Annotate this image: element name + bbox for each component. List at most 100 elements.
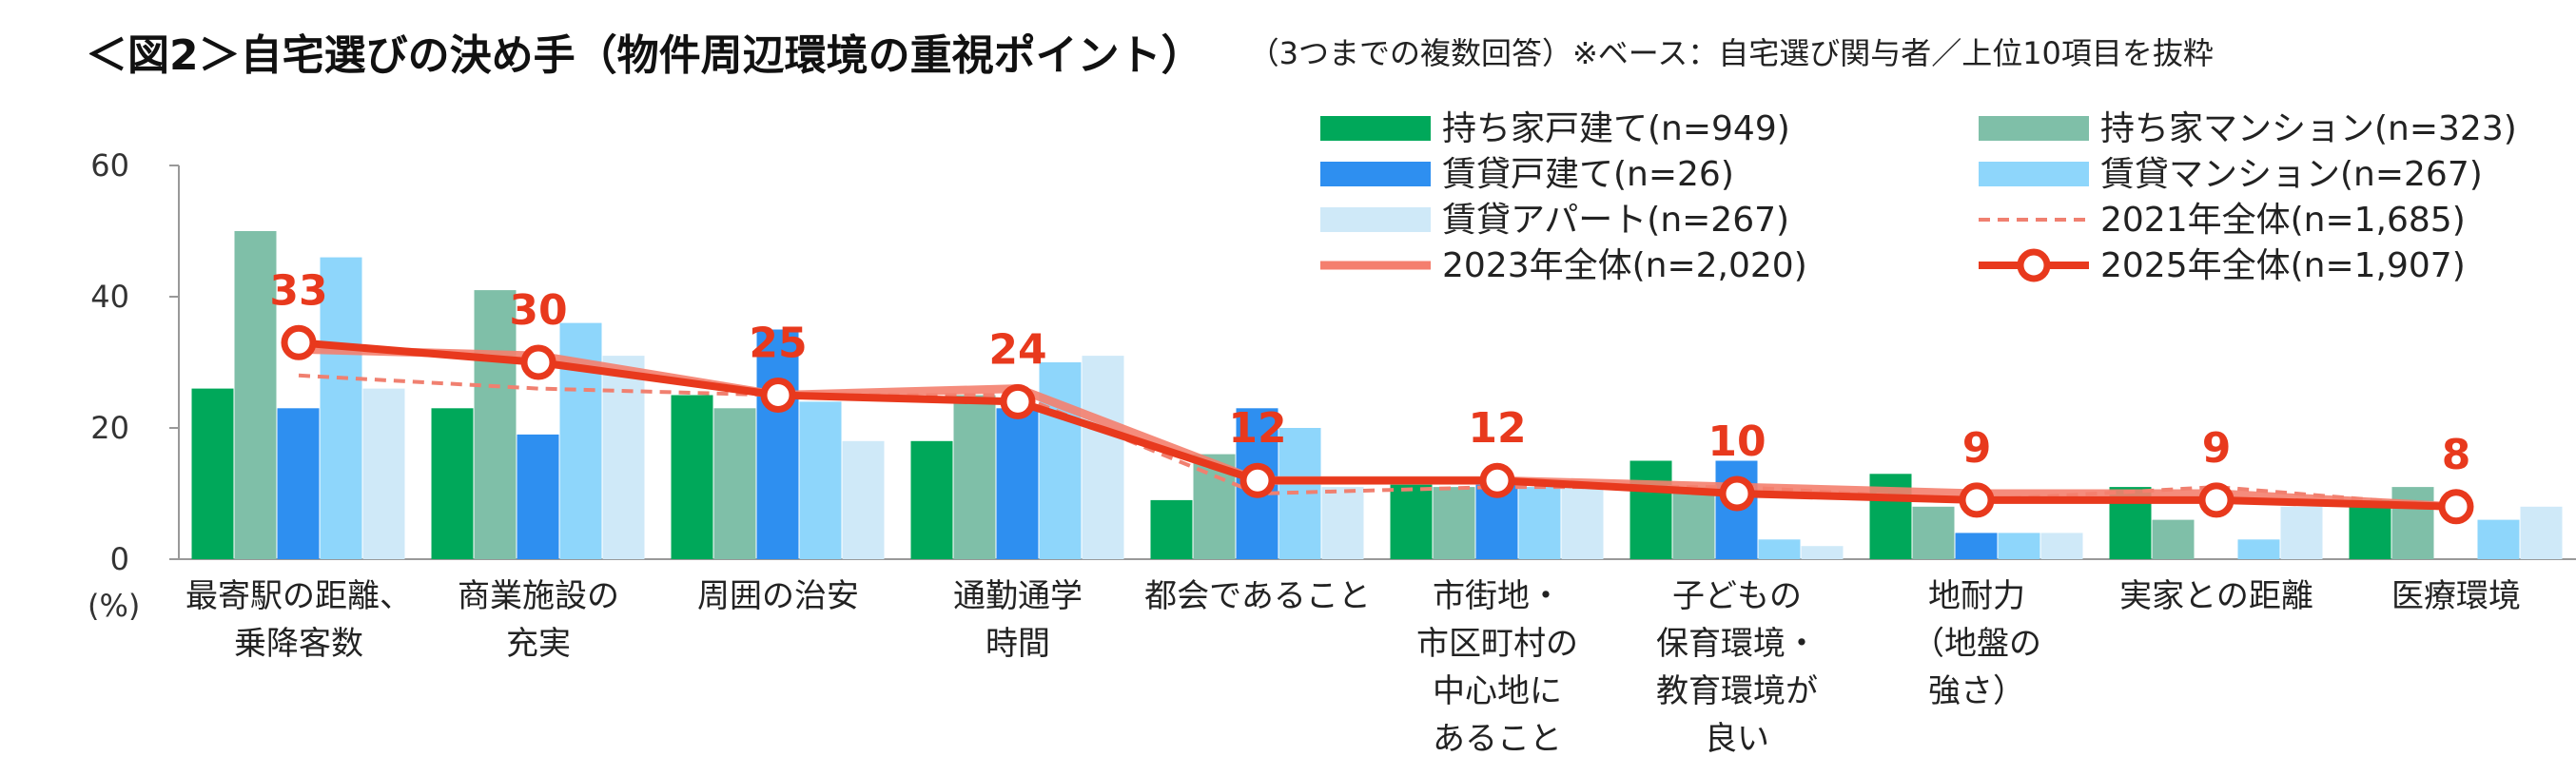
legend-label: 賃貸アパート(n=267) <box>1442 201 1789 240</box>
legend-label: 持ち家マンション(n=323) <box>2100 109 2517 148</box>
category-label-line: （地盤の <box>1912 625 2041 663</box>
bar <box>2520 506 2563 559</box>
line-marker <box>281 324 317 360</box>
legend-swatch <box>1979 162 2089 186</box>
legend-label: 2021年全体(n=1,685) <box>2100 201 2466 240</box>
legend-label: 2025年全体(n=1,907) <box>2100 246 2466 285</box>
bar <box>2040 533 2083 559</box>
line-marker <box>760 378 796 413</box>
legend-label: 賃貸戸建て(n=26) <box>1442 155 1734 194</box>
category-label: 実家との距離 <box>2119 577 2313 615</box>
bar <box>2152 519 2195 559</box>
bar <box>1672 487 1715 559</box>
bar <box>1801 546 1844 559</box>
category-label-line: 充実 <box>506 625 571 663</box>
title-row: ＜図2＞自宅選びの決め手（物件周辺環境の重視ポイント） （3つまでの複数回答）※… <box>86 13 2559 89</box>
line-marker <box>1239 462 1276 498</box>
bar <box>910 440 953 559</box>
bar <box>431 408 474 559</box>
category-label-line: あること <box>1433 720 1562 758</box>
y-unit-label: (%) <box>88 588 140 624</box>
bar <box>2391 487 2434 559</box>
y-tick-label: 60 <box>90 147 129 184</box>
bar <box>953 395 996 559</box>
category-label-line: 保育環境・ <box>1656 625 1818 663</box>
data-label: 9 <box>2202 424 2232 473</box>
bar <box>1758 539 1801 559</box>
bar <box>671 395 713 559</box>
data-label: 33 <box>269 266 327 315</box>
line-marker <box>520 344 556 380</box>
bar <box>277 408 320 559</box>
legend: 持ち家戸建て(n=949) 持ち家マンション(n=323) 賃貸戸建て(n=26) 賃… <box>1320 109 2517 285</box>
legend-swatch <box>1320 207 1431 232</box>
data-label: 10 <box>1708 417 1766 466</box>
bar <box>1321 487 1364 559</box>
bar <box>1390 480 1433 559</box>
bar <box>2477 519 2520 559</box>
bar <box>713 408 756 559</box>
category-label-line: 乗降客数 <box>234 625 363 663</box>
y-tick-label: 20 <box>90 410 129 446</box>
category-label-line: 商業施設の <box>458 577 619 615</box>
legend-swatch <box>1320 116 1431 141</box>
chart-note: （3つまでの複数回答）※ベース：自宅選び関与者／上位10項目を抜粋 <box>1248 35 2214 71</box>
bar <box>1433 487 1475 559</box>
category-label: 子どもの保育環境・教育環境が良い <box>1656 577 1818 758</box>
data-label: 24 <box>988 325 1046 374</box>
legend-label: 2023年全体(n=2,020) <box>1442 246 1807 285</box>
bar <box>1518 487 1561 559</box>
chart-title: ＜図2＞自宅選びの決め手（物件周辺環境の重視ポイント） <box>86 31 1203 80</box>
bar <box>602 356 645 559</box>
category-label: 医療環境 <box>2391 577 2521 615</box>
data-label: 30 <box>509 286 567 335</box>
category-label: 地耐力 （地盤の強さ） <box>1912 577 2041 710</box>
category-label: 最寄駅の距離、乗降客数 <box>185 577 412 663</box>
category-label-line: 市街地・ <box>1433 577 1562 615</box>
bar <box>517 434 559 559</box>
category-label: 市街地・市区町村の中心地にあること <box>1416 577 1578 758</box>
category-label-line: 中心地に <box>1433 672 1562 710</box>
legend-swatch <box>1320 162 1431 186</box>
y-tick-label: 40 <box>90 279 129 315</box>
bar <box>1561 487 1604 559</box>
legend-label: 賃貸マンション(n=267) <box>2100 155 2483 194</box>
category-label-line: 都会であること <box>1144 577 1371 615</box>
data-label-group: 33 30 25 24 12 12 10 9 9 8 <box>269 266 2470 479</box>
bar <box>1955 533 1998 559</box>
bar <box>320 257 362 559</box>
category-label: 商業施設の充実 <box>458 577 619 663</box>
bar <box>1998 533 2040 559</box>
data-label: 12 <box>1468 404 1526 453</box>
category-label: 通勤通学時間 <box>953 577 1083 663</box>
bar <box>799 401 842 559</box>
bar <box>1630 460 1672 559</box>
bar <box>1912 506 1955 559</box>
line-marker <box>1000 383 1036 419</box>
category-label-line: 周囲の治安 <box>697 577 859 615</box>
category-label-line: 地耐力 <box>1928 577 2025 615</box>
category-label-line: 強さ） <box>1928 672 2025 710</box>
category-label-line: 教育環境が <box>1656 672 1818 710</box>
data-label: 25 <box>749 320 807 368</box>
y-tick-label: 0 <box>110 541 129 577</box>
category-label: 都会であること <box>1144 577 1371 615</box>
bar <box>2237 539 2280 559</box>
data-label: 9 <box>1962 424 1992 473</box>
bar <box>362 388 405 559</box>
bar <box>474 290 517 559</box>
bar <box>842 440 885 559</box>
category-label-line: 時間 <box>986 625 1050 663</box>
line-marker <box>1959 482 1995 518</box>
category-label-line: 市区町村の <box>1416 625 1578 663</box>
category-label-line: 最寄駅の距離、 <box>185 577 412 615</box>
line-series-2025 <box>298 339 2457 511</box>
category-label: 周囲の治安 <box>697 577 859 615</box>
category-label-line: 良い <box>1705 720 1769 758</box>
line-marker <box>1479 462 1515 498</box>
bar <box>1039 362 1082 559</box>
bar <box>2280 506 2323 559</box>
data-label: 12 <box>1228 404 1286 453</box>
legend-label: 持ち家戸建て(n=949) <box>1442 109 1790 148</box>
